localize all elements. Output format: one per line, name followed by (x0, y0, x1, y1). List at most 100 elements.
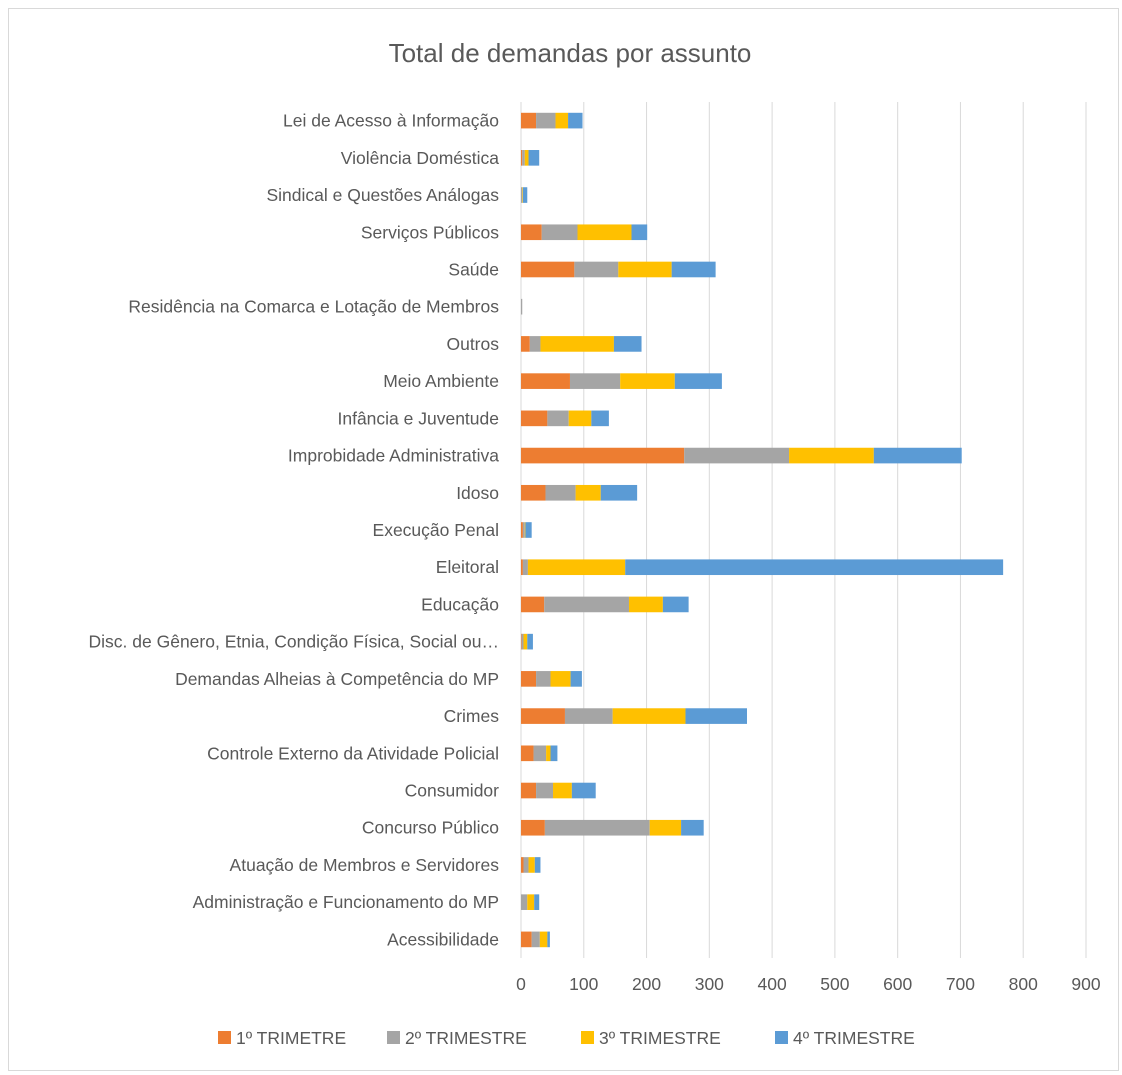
bar-segment (527, 633, 533, 650)
x-tick-label: 500 (820, 974, 849, 994)
bar-segment (575, 484, 601, 501)
category-label: Crimes (444, 706, 500, 726)
bar-segment (521, 261, 575, 278)
gridlines (520, 102, 1087, 958)
bar-segment (671, 261, 716, 278)
bar-segment (568, 410, 592, 427)
bar-segment (618, 261, 672, 278)
bar-segment (522, 150, 525, 166)
category-label: Acessibilidade (387, 929, 499, 949)
category-label: Idoso (456, 483, 499, 503)
category-label: Improbidade Administrativa (288, 446, 499, 466)
category-label: Disc. de Gênero, Etnia, Condição Física,… (89, 632, 499, 652)
bar-segment (571, 782, 596, 799)
bar-segment (681, 819, 704, 836)
x-tick-label: 800 (1009, 974, 1038, 994)
bar-segment (541, 224, 578, 241)
bar-segment (534, 894, 540, 910)
category-label: Infância e Juventude (337, 408, 499, 428)
bar-segment (564, 708, 613, 724)
bar-segment (521, 187, 523, 203)
category-label: Consumidor (405, 781, 500, 801)
x-tick-label: 400 (758, 974, 787, 994)
bar-segment (577, 224, 632, 241)
category-label: Residência na Comarca e Lotação de Membr… (128, 297, 499, 317)
bar-segment (550, 745, 558, 762)
x-tick-labels: 0 100 200 300 400 500 600 700 800 900 (516, 974, 1101, 994)
bars (521, 112, 1004, 948)
bar-segment (521, 410, 548, 427)
x-tick-label: 0 (516, 974, 526, 994)
bar-segment (574, 261, 619, 278)
bar-segment (625, 559, 1004, 576)
bar-segment (521, 671, 537, 687)
bar-segment (789, 447, 874, 464)
legend-label: 1º TRIMETRE (236, 1028, 346, 1048)
x-tick-label: 900 (1071, 974, 1100, 994)
bar-segment (522, 187, 528, 203)
bar-segment (521, 112, 537, 129)
category-label: Meio Ambiente (383, 371, 499, 391)
category-label: Lei de Acesso à Informação (283, 111, 499, 131)
bar-segment (521, 484, 546, 501)
bar-segment (544, 596, 629, 613)
bar-segment (521, 224, 542, 241)
legend-swatch (387, 1031, 400, 1044)
bar-segment (527, 894, 535, 910)
x-tick-label: 200 (632, 974, 661, 994)
bar-segment (569, 373, 621, 389)
chart-title: Total de demandas por assunto (389, 38, 752, 68)
bar-segment (568, 112, 583, 129)
bar-segment (550, 671, 571, 687)
legend: 1º TRIMETRE 2º TRIMESTRE 3º TRIMESTRE 4º TR… (218, 1028, 915, 1048)
bar-segment (628, 596, 663, 613)
bar-segment (873, 447, 962, 464)
bar-segment (631, 224, 648, 241)
bar-segment (553, 782, 572, 799)
category-label: Sindical e Questões Análogas (266, 185, 499, 205)
bar-segment (521, 596, 545, 613)
legend-label: 4º TRIMESTRE (793, 1028, 915, 1048)
bar-segment (600, 484, 638, 501)
bar-segment (531, 931, 540, 948)
bar-segment (523, 633, 528, 650)
bar-segment (521, 745, 534, 762)
bar-segment (521, 782, 537, 799)
bar-segment (521, 708, 565, 724)
bar-segment (684, 447, 790, 464)
legend-label: 3º TRIMESTRE (599, 1028, 721, 1048)
legend-swatch (775, 1031, 788, 1044)
bar-segment (521, 150, 523, 166)
category-label: Controle Externo da Atividade Policial (207, 743, 499, 763)
x-tick-label: 300 (695, 974, 724, 994)
category-label: Outros (446, 334, 499, 354)
category-label: Administração e Funcionamento do MP (193, 892, 499, 912)
bar-segment (534, 857, 541, 873)
legend-swatch (218, 1031, 231, 1044)
bar-segment (612, 708, 686, 724)
bar-segment (521, 447, 685, 464)
category-label: Execução Penal (373, 520, 499, 540)
bar-segment (524, 522, 526, 538)
bar-segment (524, 150, 529, 166)
category-label: Serviços Públicos (361, 222, 499, 242)
x-tick-label: 100 (569, 974, 598, 994)
chart-area (8, 8, 1119, 1071)
bar-segment (521, 857, 524, 873)
bar-segment (522, 522, 525, 538)
bar-segment (662, 596, 689, 613)
bar-segment (540, 336, 614, 352)
bar-segment (528, 150, 540, 166)
category-label: Demandas Alheias à Competência do MP (175, 669, 499, 689)
bar-segment (522, 559, 528, 576)
bar-segment (521, 819, 545, 836)
x-tick-label: 700 (946, 974, 975, 994)
bar-segment (521, 559, 523, 576)
bar-segment (536, 782, 554, 799)
bar-segment (685, 708, 747, 724)
category-label: Concurso Público (362, 818, 499, 838)
bar-segment (555, 112, 569, 129)
bar-segment (620, 373, 675, 389)
bar-segment (527, 559, 626, 576)
